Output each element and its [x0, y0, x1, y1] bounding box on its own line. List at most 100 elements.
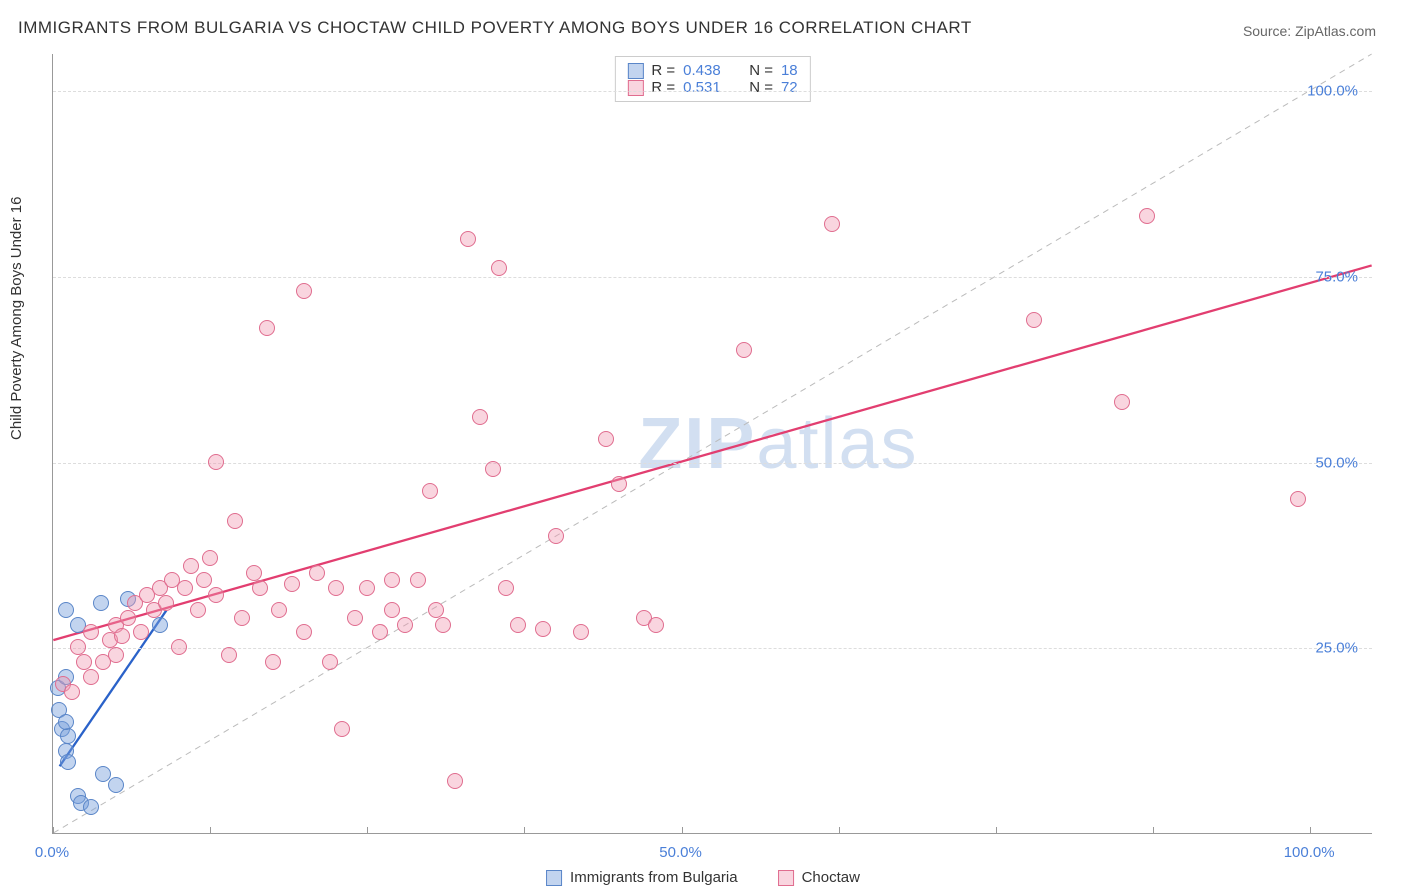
data-point: [158, 595, 174, 611]
data-point: [177, 580, 193, 596]
data-point: [309, 565, 325, 581]
data-point: [359, 580, 375, 596]
data-point: [410, 572, 426, 588]
data-point: [824, 216, 840, 232]
data-point: [108, 777, 124, 793]
x-tick-mark: [524, 827, 525, 834]
data-point: [208, 454, 224, 470]
y-tick-label: 50.0%: [1315, 454, 1358, 471]
data-point: [491, 260, 507, 276]
data-point: [133, 624, 149, 640]
gridline-horizontal: [53, 648, 1372, 649]
data-point: [234, 610, 250, 626]
source-prefix: Source:: [1243, 23, 1295, 39]
data-point: [498, 580, 514, 596]
data-point: [227, 513, 243, 529]
x-tick-label: 100.0%: [1284, 844, 1335, 861]
y-tick-label: 75.0%: [1315, 268, 1358, 285]
data-point: [384, 602, 400, 618]
data-point: [76, 654, 92, 670]
r-value-series2: 0.531: [683, 79, 721, 96]
source-link[interactable]: ZipAtlas.com: [1295, 23, 1376, 39]
data-point: [1139, 208, 1155, 224]
data-point: [83, 669, 99, 685]
data-point: [70, 639, 86, 655]
data-point: [196, 572, 212, 588]
n-value-series1: 18: [781, 62, 798, 79]
r-label: R =: [651, 62, 675, 79]
n-value-series2: 72: [781, 79, 798, 96]
r-value-series1: 0.438: [683, 62, 721, 79]
stats-legend-box: R = 0.438 N = 18 R = 0.531 N = 72: [614, 56, 810, 102]
gridline-horizontal: [53, 91, 1372, 92]
source-attribution: Source: ZipAtlas.com: [1243, 23, 1376, 39]
swatch-series1: [546, 870, 562, 886]
chart-title: IMMIGRANTS FROM BULGARIA VS CHOCTAW CHIL…: [18, 18, 972, 38]
x-tick-mark: [839, 827, 840, 834]
y-axis-label: Child Poverty Among Boys Under 16: [8, 197, 25, 440]
data-point: [611, 476, 627, 492]
data-point: [296, 624, 312, 640]
data-point: [510, 617, 526, 633]
x-tick-mark: [210, 827, 211, 834]
x-tick-mark: [682, 827, 683, 834]
legend-item-series1: Immigrants from Bulgaria: [546, 869, 738, 886]
data-point: [171, 639, 187, 655]
data-point: [246, 565, 262, 581]
data-point: [428, 602, 444, 618]
watermark: ZIPatlas: [638, 403, 918, 485]
n-label: N =: [749, 62, 773, 79]
gridline-horizontal: [53, 277, 1372, 278]
y-tick-label: 100.0%: [1307, 83, 1358, 100]
data-point: [60, 754, 76, 770]
x-tick-mark: [1153, 827, 1154, 834]
data-point: [190, 602, 206, 618]
data-point: [460, 231, 476, 247]
x-tick-label: 50.0%: [659, 844, 702, 861]
x-tick-label: 0.0%: [35, 844, 69, 861]
data-point: [271, 602, 287, 618]
data-point: [93, 595, 109, 611]
data-point: [397, 617, 413, 633]
data-point: [114, 628, 130, 644]
data-point: [83, 799, 99, 815]
data-point: [202, 550, 218, 566]
data-point: [221, 647, 237, 663]
swatch-series2: [627, 80, 643, 96]
data-point: [435, 617, 451, 633]
data-point: [296, 283, 312, 299]
data-point: [208, 587, 224, 603]
data-point: [1026, 312, 1042, 328]
data-point: [60, 728, 76, 744]
x-tick-mark: [996, 827, 997, 834]
data-point: [535, 621, 551, 637]
x-tick-mark: [53, 827, 54, 834]
data-point: [152, 617, 168, 633]
data-point: [347, 610, 363, 626]
data-point: [372, 624, 388, 640]
legend-item-series2: Choctaw: [778, 869, 860, 886]
plot-area: ZIPatlas R = 0.438 N = 18 R = 0.531 N = …: [52, 54, 1372, 834]
data-point: [265, 654, 281, 670]
data-point: [485, 461, 501, 477]
data-point: [83, 624, 99, 640]
data-point: [648, 617, 664, 633]
data-point: [422, 483, 438, 499]
data-point: [447, 773, 463, 789]
data-point: [108, 647, 124, 663]
stats-row-series1: R = 0.438 N = 18: [627, 62, 797, 79]
data-point: [472, 409, 488, 425]
data-point: [64, 684, 80, 700]
data-point: [598, 431, 614, 447]
watermark-bold: ZIP: [638, 404, 756, 484]
data-point: [1290, 491, 1306, 507]
swatch-series1: [627, 63, 643, 79]
x-tick-mark: [1310, 827, 1311, 834]
data-point: [183, 558, 199, 574]
data-point: [1114, 394, 1130, 410]
data-point: [334, 721, 350, 737]
data-point: [58, 602, 74, 618]
data-point: [58, 714, 74, 730]
bottom-legend: Immigrants from Bulgaria Choctaw: [546, 869, 860, 886]
r-label: R =: [651, 79, 675, 96]
